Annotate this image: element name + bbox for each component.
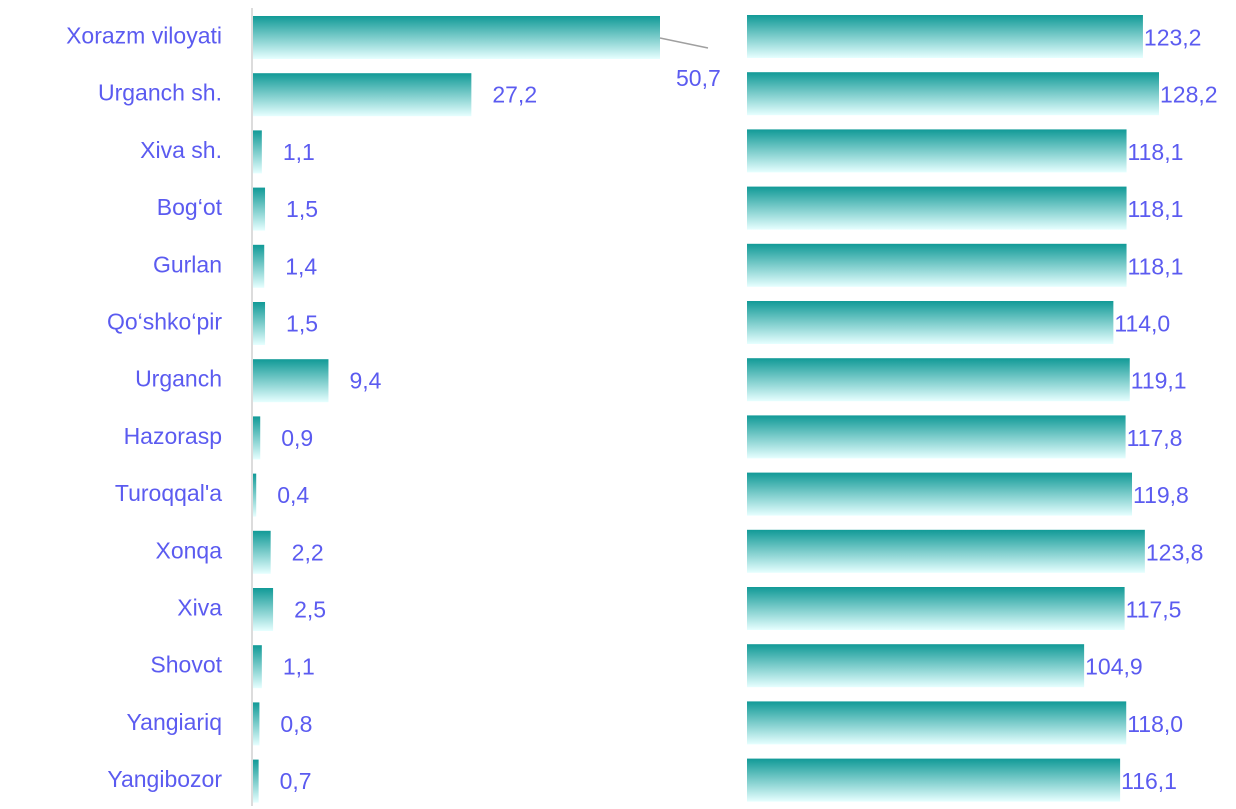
category-label: Qo‘shko‘pir xyxy=(107,309,222,335)
right-bar xyxy=(747,587,1125,630)
category-label: Urganch xyxy=(135,366,222,392)
callout-leader-line xyxy=(659,37,709,49)
right-value-label: 104,9 xyxy=(1085,654,1143,680)
category-label: Xonqa xyxy=(155,537,222,563)
left-bar xyxy=(253,244,265,288)
right-value-label: 118,0 xyxy=(1127,711,1183,737)
right-value-label: 118,1 xyxy=(1128,139,1184,165)
right-bar xyxy=(747,72,1159,116)
right-value-label: 128,2 xyxy=(1160,82,1218,108)
right-value-label: 118,1 xyxy=(1128,196,1184,222)
left-value-label: 1,1 xyxy=(283,654,315,680)
right-bar xyxy=(747,644,1085,688)
left-bar xyxy=(253,588,274,631)
category-label: Urganch sh. xyxy=(98,80,222,106)
left-bar xyxy=(253,645,262,689)
right-bar xyxy=(747,301,1114,344)
right-bar xyxy=(747,472,1133,516)
left-bar xyxy=(253,702,260,746)
left-bar xyxy=(253,416,261,460)
category-label: Xiva sh. xyxy=(140,137,222,163)
category-label: Xorazm viloyati xyxy=(66,23,222,49)
left-value-label: 0,7 xyxy=(280,768,312,794)
left-value-label: 1,4 xyxy=(285,253,317,279)
right-bar xyxy=(747,529,1145,573)
category-label: Gurlan xyxy=(153,251,222,277)
right-bar xyxy=(747,758,1121,802)
left-value-label: 2,5 xyxy=(294,597,326,623)
category-label: Yangiariq xyxy=(127,709,222,735)
right-bar xyxy=(747,243,1127,287)
left-value-label: 27,2 xyxy=(492,82,537,108)
left-value-label: 0,9 xyxy=(281,425,313,451)
left-value-label: 1,5 xyxy=(286,311,318,337)
right-value-label: 119,8 xyxy=(1133,482,1189,508)
left-value-label: 0,8 xyxy=(280,711,312,737)
category-label: Bog‘ot xyxy=(157,194,223,220)
left-value-label: 0,4 xyxy=(277,482,309,508)
left-bar xyxy=(253,302,266,345)
right-bar-chart: 123,2 128,2 118,1 118,1 118,1 114,0 119,1 117,8… xyxy=(747,15,1218,802)
right-value-label: 123,2 xyxy=(1144,25,1202,51)
left-bar xyxy=(253,16,660,59)
left-value-label: 9,4 xyxy=(349,368,381,394)
left-bar xyxy=(253,759,259,803)
left-bar xyxy=(253,187,266,231)
left-bar xyxy=(253,530,271,574)
category-label: Xiva xyxy=(177,595,222,621)
left-value-label: 2,2 xyxy=(292,539,324,565)
right-bar xyxy=(747,358,1130,402)
right-bar xyxy=(747,15,1143,58)
right-value-label: 117,5 xyxy=(1126,597,1182,623)
right-bar xyxy=(747,129,1127,173)
category-label: Yangibozor xyxy=(107,766,222,792)
right-bar xyxy=(747,701,1127,745)
category-label: Hazorasp xyxy=(124,423,222,449)
right-bar xyxy=(747,415,1126,459)
left-bar-chart: Xorazm viloyati 50,7 Urganch sh. 27,2 Xiva s… xyxy=(66,8,721,806)
left-bar xyxy=(253,130,262,174)
right-bar xyxy=(747,186,1127,230)
right-value-label: 123,8 xyxy=(1146,539,1204,565)
left-bar xyxy=(253,359,329,403)
left-value-label: 1,5 xyxy=(286,196,318,222)
right-value-label: 116,1 xyxy=(1121,768,1177,794)
left-value-label: 1,1 xyxy=(283,139,315,165)
left-bar xyxy=(253,473,257,517)
left-bar xyxy=(253,73,472,117)
category-label: Shovot xyxy=(150,652,222,678)
right-value-label: 117,8 xyxy=(1127,425,1183,451)
right-value-label: 114,0 xyxy=(1114,311,1170,337)
left-value-label: 50,7 xyxy=(676,65,721,91)
category-label: Turoqqal'a xyxy=(115,480,222,506)
right-value-label: 119,1 xyxy=(1131,368,1187,394)
right-value-label: 118,1 xyxy=(1128,253,1184,279)
